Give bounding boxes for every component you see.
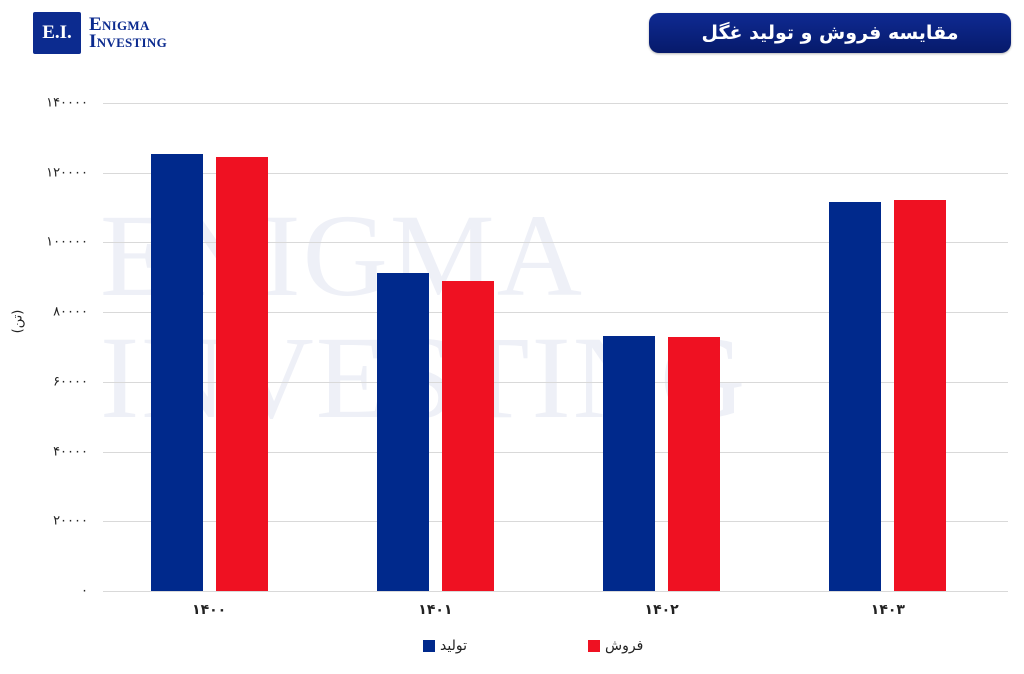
logo-wordmark: Enigma Investing xyxy=(89,14,168,52)
x-tick-label: ۱۴۰۰ xyxy=(192,602,227,618)
legend-label-sales: فروش xyxy=(605,638,644,654)
gridline xyxy=(103,381,1008,383)
bar-sales xyxy=(668,336,721,591)
y-tick-label: ۸۰۰۰۰ xyxy=(53,304,88,320)
bar-production xyxy=(376,273,429,591)
bar-sales xyxy=(441,281,494,591)
legend-swatch-production xyxy=(423,640,435,652)
bar-sales xyxy=(894,199,947,591)
gridline xyxy=(103,451,1008,453)
legend-item-sales: فروش xyxy=(588,638,643,654)
x-tick-label: ۱۴۰۳ xyxy=(870,602,905,618)
bar-sales xyxy=(215,157,268,591)
x-tick-label: ۱۴۰۲ xyxy=(644,602,679,618)
chart-title: مقایسه فروش و تولید غگل xyxy=(649,13,1011,53)
enigma-investing-logo: E.I. Enigma Investing xyxy=(33,12,167,54)
y-tick-label: ۱۰۰۰۰۰ xyxy=(46,234,88,250)
plot-area xyxy=(103,103,1008,592)
gridline xyxy=(103,103,1008,104)
logo-line-2: Investing xyxy=(89,31,168,52)
y-tick-label: ۲۰۰۰۰ xyxy=(53,513,88,529)
logo-line-1: Enigma xyxy=(89,14,150,35)
bar-production xyxy=(603,336,656,591)
gridline xyxy=(103,172,1008,174)
gridline xyxy=(103,312,1008,314)
legend-item-production: تولید xyxy=(423,638,467,654)
gridline xyxy=(103,242,1008,244)
y-tick-label: ۰ xyxy=(81,583,88,599)
gridline xyxy=(103,591,1008,592)
y-tick-label: ۱۴۰۰۰۰ xyxy=(46,95,88,111)
bar-production xyxy=(150,153,203,591)
gridline xyxy=(103,521,1008,523)
bar-production xyxy=(829,202,882,591)
x-tick-label: ۱۴۰۱ xyxy=(418,602,453,618)
logo-mark: E.I. xyxy=(33,12,81,54)
legend-label-production: تولید xyxy=(440,638,467,654)
legend-swatch-sales xyxy=(588,640,600,652)
y-tick-label: ۴۰۰۰۰ xyxy=(53,444,88,460)
y-tick-label: ۱۲۰۰۰۰ xyxy=(46,165,88,181)
y-tick-label: ۶۰۰۰۰ xyxy=(53,374,88,390)
